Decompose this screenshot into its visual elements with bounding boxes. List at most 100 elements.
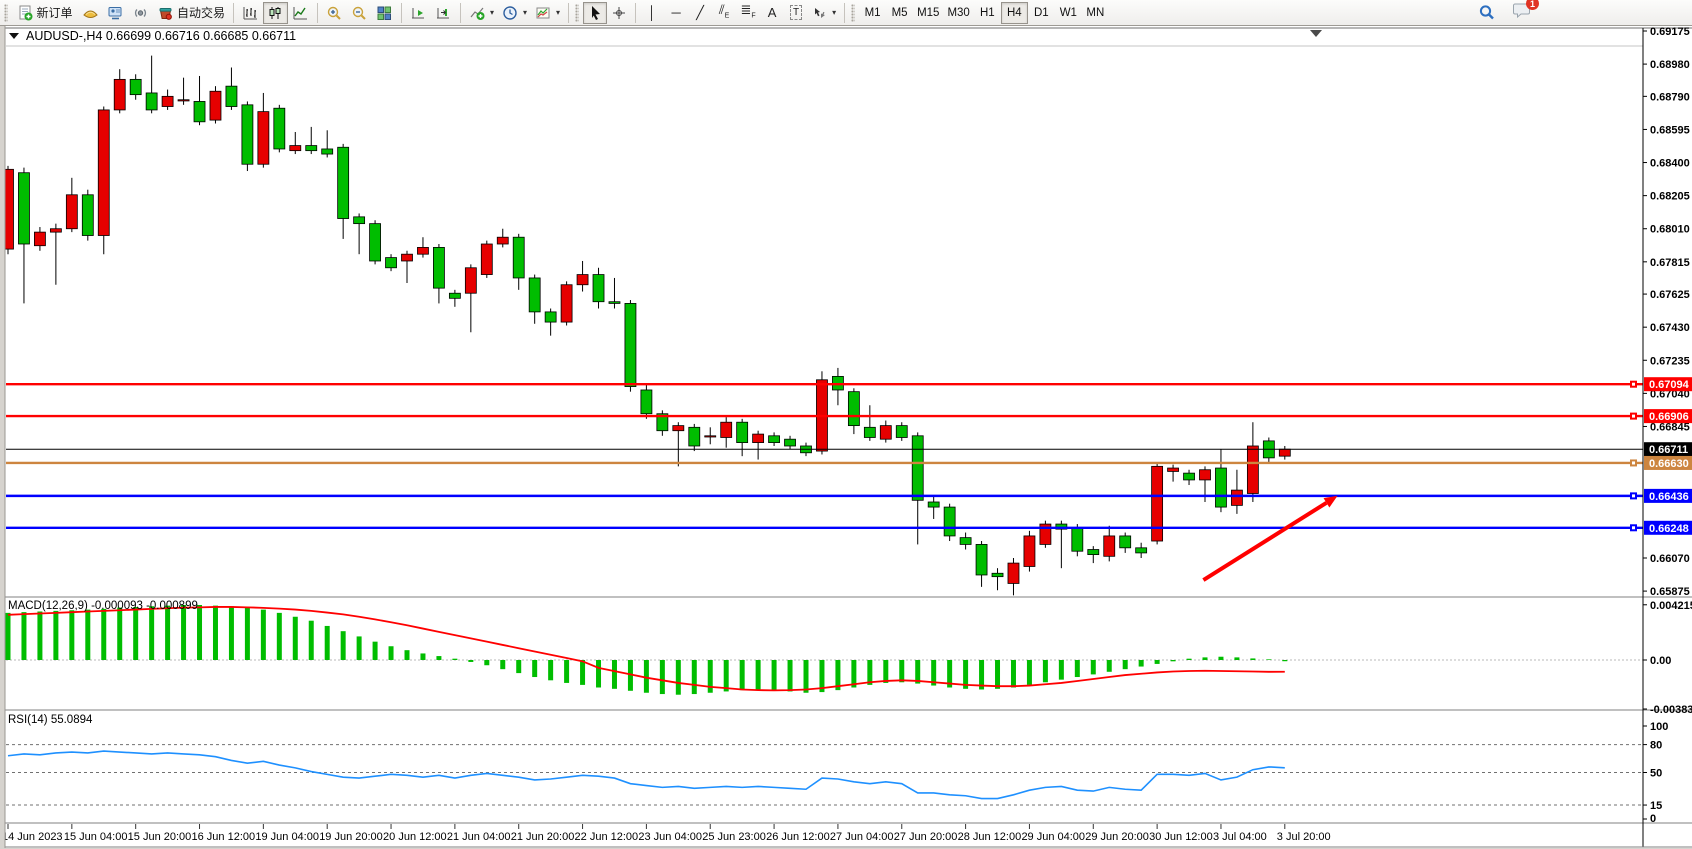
candle bbox=[145, 92, 158, 111]
macd-header-label: MACD(12,26,9) -0.000093 -0.000899 bbox=[8, 600, 198, 612]
candle bbox=[959, 537, 972, 545]
timeframe-button-mn[interactable]: MN bbox=[1082, 2, 1109, 24]
candle bbox=[672, 425, 685, 432]
zoom-in-button[interactable] bbox=[322, 2, 347, 24]
candle bbox=[752, 433, 765, 443]
horizontal-line-button[interactable]: ─ bbox=[664, 2, 688, 24]
price-axis-label: 0.69175 bbox=[1650, 26, 1690, 38]
symbol-dropdown-icon[interactable] bbox=[9, 33, 19, 39]
timeframe-button-m1[interactable]: M1 bbox=[859, 2, 886, 24]
chat-button[interactable]: 1 bbox=[1512, 0, 1539, 24]
timeframe-button-h4[interactable]: H4 bbox=[1000, 1, 1028, 24]
arrows-icon bbox=[815, 7, 826, 18]
price-axis-label: 0.65875 bbox=[1650, 586, 1690, 598]
notification-badge: 1 bbox=[1526, 0, 1539, 10]
text-label-button[interactable]: T bbox=[784, 2, 808, 24]
crosshair-button[interactable] bbox=[607, 2, 631, 24]
gold-ingot-button[interactable] bbox=[78, 2, 103, 24]
toolbar-grip[interactable] bbox=[851, 3, 856, 22]
text-label-icon: T bbox=[790, 5, 803, 20]
rsi-axis-label: 0 bbox=[1650, 813, 1656, 825]
bid-price-line-price-tag bbox=[1644, 442, 1692, 457]
candle bbox=[97, 109, 110, 236]
templates-button[interactable]: ▾ bbox=[531, 2, 564, 24]
auto-scroll-button[interactable] bbox=[406, 2, 431, 24]
search-button[interactable] bbox=[1474, 2, 1500, 24]
timeframe-button-m5[interactable]: M5 bbox=[886, 2, 913, 24]
candle bbox=[991, 572, 1004, 578]
resistance-line-1-price-tag bbox=[1644, 377, 1692, 392]
dropdown-caret: ▾ bbox=[523, 8, 528, 17]
candle bbox=[656, 413, 669, 432]
tile-windows-button[interactable] bbox=[372, 2, 397, 24]
timeframe-button-m30[interactable]: M30 bbox=[943, 2, 973, 24]
candle bbox=[895, 425, 908, 438]
chart-shift-marker[interactable] bbox=[1310, 30, 1322, 37]
time-axis-label: 19 Jun 20:00 bbox=[319, 831, 383, 843]
periods-button[interactable]: ▾ bbox=[498, 2, 531, 24]
toolbar-separator bbox=[844, 2, 846, 23]
candle bbox=[225, 85, 238, 107]
auto-scroll-icon bbox=[412, 7, 425, 18]
text-icon: A bbox=[767, 5, 777, 20]
candle bbox=[369, 223, 381, 262]
zoom-out-button[interactable] bbox=[347, 2, 372, 24]
support-line-2-price-tag bbox=[1644, 520, 1692, 535]
toolbar-grip[interactable] bbox=[4, 3, 8, 22]
trend-arrow[interactable] bbox=[1202, 501, 1328, 582]
candle bbox=[448, 292, 461, 299]
line-chart-button[interactable] bbox=[288, 2, 313, 24]
candle bbox=[209, 90, 222, 121]
timeframe-button-d1[interactable]: D1 bbox=[1028, 2, 1055, 24]
candle bbox=[720, 421, 733, 438]
equidistant-channel-button[interactable]: ⫽E bbox=[712, 2, 736, 24]
chart-shift-button[interactable] bbox=[431, 2, 456, 24]
candlestick-chart-button[interactable] bbox=[263, 1, 289, 24]
timeframe-button-m15[interactable]: M15 bbox=[913, 2, 943, 24]
vertical-line-icon: │ bbox=[648, 5, 657, 20]
price-axis-label: 0.67815 bbox=[1650, 257, 1690, 269]
chart-background bbox=[0, 26, 1692, 849]
candle bbox=[847, 391, 860, 427]
text-button[interactable]: A bbox=[760, 2, 784, 24]
candle bbox=[1183, 472, 1195, 481]
auto-trading-label: 自动交易 bbox=[177, 6, 226, 20]
candle bbox=[1199, 469, 1211, 481]
auto-trading-button[interactable]: 自动交易 bbox=[153, 2, 229, 24]
time-axis-label: 3 Jul 20:00 bbox=[1277, 831, 1331, 843]
broadcast-button[interactable] bbox=[128, 2, 153, 24]
candle bbox=[417, 247, 429, 255]
cursor-button[interactable] bbox=[583, 1, 608, 24]
pivot-line-price-tag-label: 0.66630 bbox=[1649, 458, 1689, 470]
time-axis-label: 15 Jun 04:00 bbox=[64, 831, 128, 843]
bid-price-line-price-tag-label: 0.66711 bbox=[1649, 444, 1688, 456]
new-order-button[interactable]: 新订单 bbox=[12, 2, 78, 24]
timeframe-button-w1[interactable]: W1 bbox=[1055, 2, 1082, 24]
candle bbox=[113, 78, 126, 111]
vertical-line-button[interactable]: │ bbox=[640, 2, 664, 24]
timeframe-button-h1[interactable]: H1 bbox=[974, 2, 1001, 24]
line-chart-icon bbox=[293, 6, 308, 19]
fibonacci-icon: ≣F bbox=[740, 1, 756, 20]
candle bbox=[193, 101, 206, 123]
arrows-button[interactable]: ▾ bbox=[808, 2, 840, 24]
candle bbox=[576, 274, 589, 286]
candle bbox=[704, 435, 717, 438]
terminal-button[interactable] bbox=[103, 2, 128, 24]
terminal-icon bbox=[108, 6, 122, 19]
candle bbox=[321, 148, 334, 155]
fibonacci-button[interactable]: ≣F bbox=[736, 2, 760, 24]
time-axis-label: 23 Jun 04:00 bbox=[638, 831, 702, 843]
window-left-edge bbox=[0, 26, 5, 849]
toolbar: 新订单 自动交易 bbox=[0, 0, 1692, 26]
bar-chart-button[interactable] bbox=[238, 2, 263, 24]
toolbar-separator bbox=[401, 2, 403, 23]
price-axis-label: 0.67625 bbox=[1650, 289, 1690, 301]
trendline-button[interactable]: ╱ bbox=[688, 2, 712, 24]
indicators-button[interactable]: ▾ bbox=[465, 2, 498, 24]
price-axis-label: 0.68400 bbox=[1650, 158, 1690, 170]
candle bbox=[1007, 562, 1020, 584]
toolbar-grip[interactable] bbox=[575, 3, 580, 22]
candle bbox=[1071, 527, 1084, 552]
